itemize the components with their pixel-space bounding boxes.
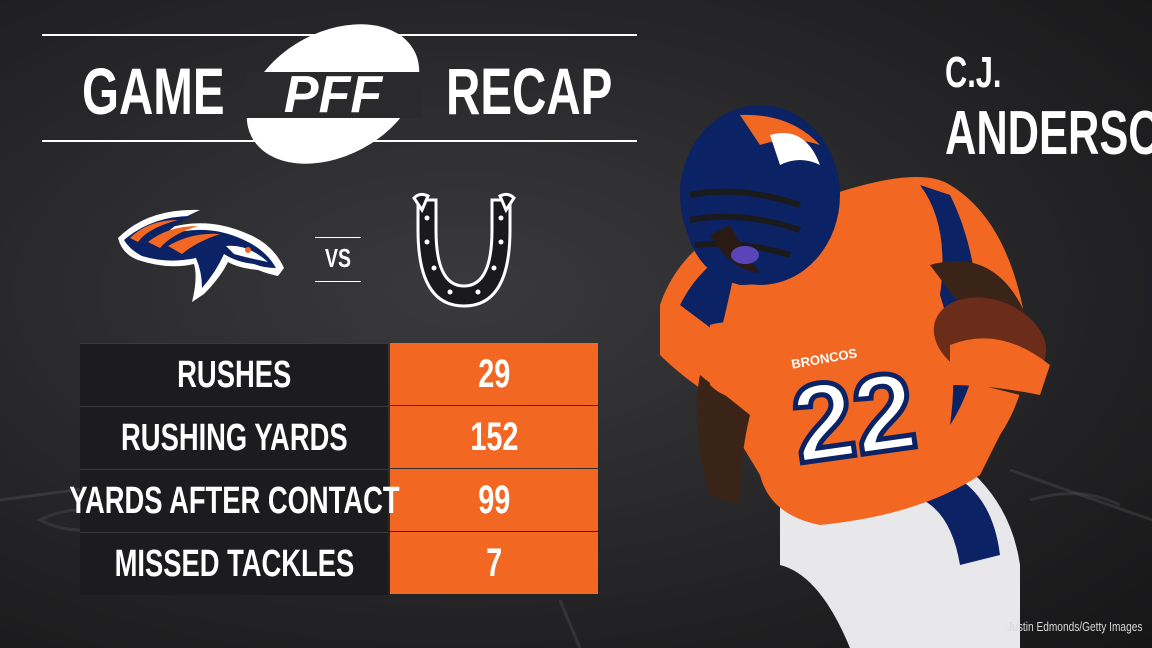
stat-value-cell: 29 (390, 343, 598, 405)
stat-value-cell: 7 (390, 532, 598, 594)
photo-credit: Justin Edmonds/Getty Images (1006, 619, 1142, 634)
colts-horseshoe-icon (412, 192, 516, 308)
player-photo: 22 BRONCOS (660, 105, 1050, 648)
jersey-number: 22 (785, 348, 923, 487)
stat-value-rushes: 29 (477, 351, 511, 396)
stat-label-cell: YARDS AFTER CONTACT (69, 469, 399, 532)
header-word-game: GAME (82, 54, 225, 128)
pff-logo-text: PFF (284, 66, 383, 124)
stat-label-cell: MISSED TACKLES (80, 532, 388, 595)
vs-bottom-rule (315, 281, 361, 282)
broncos-horse-icon (118, 209, 284, 302)
stat-row-yards-after-contact: YARDS AFTER CONTACT 99 (69, 469, 598, 532)
stat-label-cell: RUSHES (80, 343, 388, 406)
stat-label-cell: RUSHING YARDS (80, 406, 388, 469)
stats-table: RUSHES 29 RUSHING YARDS 152 YARDS AFTER … (69, 343, 598, 595)
stat-value-rushing-yards: 152 (469, 414, 519, 459)
pff-football-logo: PFF (246, 24, 421, 164)
stat-value-cell: 99 (390, 469, 598, 531)
vs-label: VS (324, 243, 352, 273)
stat-value-yards-after-contact: 99 (477, 477, 511, 522)
stat-row-missed-tackles: MISSED TACKLES 7 (80, 532, 598, 595)
stat-label-missed-tackles: MISSED TACKLES (114, 542, 354, 585)
stat-row-rushes: RUSHES 29 (80, 343, 598, 406)
stat-value-missed-tackles: 7 (485, 540, 503, 585)
stat-label-rushing-yards: RUSHING YARDS (120, 416, 348, 459)
stat-value-cell: 152 (390, 406, 598, 468)
player-last-name: ANDERSON (945, 99, 1152, 168)
vs-divider: VS (315, 235, 361, 283)
player-first-name: C.J. (945, 48, 1002, 97)
vs-top-rule (315, 237, 361, 238)
stat-label-rushes: RUSHES (176, 353, 292, 396)
stat-row-rushing-yards: RUSHING YARDS 152 (80, 406, 598, 469)
stat-label-yards-after-contact: YARDS AFTER CONTACT (68, 479, 400, 522)
header-word-recap: RECAP (446, 54, 613, 128)
